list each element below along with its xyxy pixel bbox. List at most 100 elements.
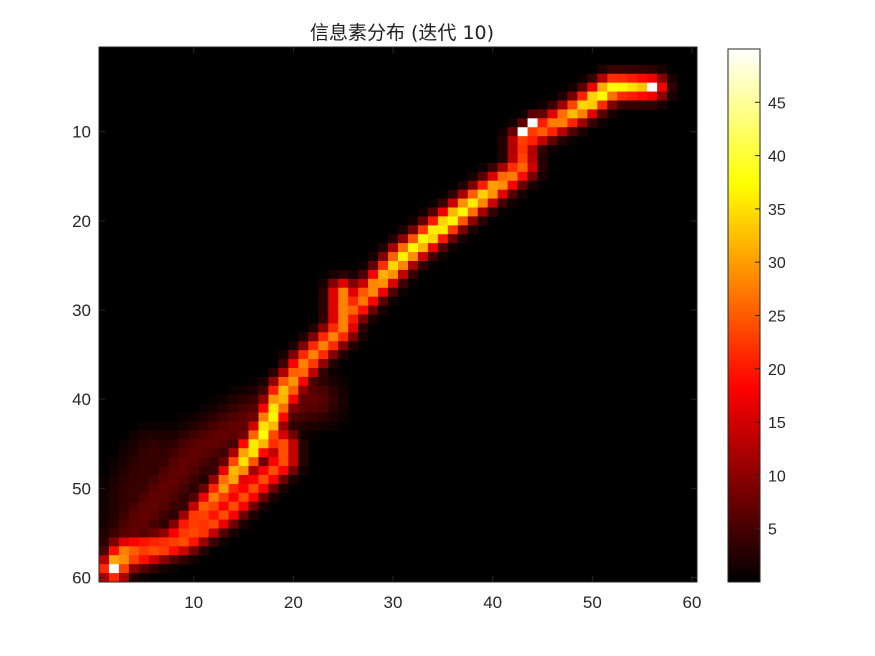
heatmap-cell [557,91,568,101]
heatmap-cell [138,573,150,583]
heatmap-cell [338,412,349,422]
heatmap-cell [398,252,409,262]
x-axis: 10 20 30 40 50 60 [184,47,701,612]
heatmap-cell [278,350,289,360]
heatmap-cell [168,564,180,574]
heatmap-cell [148,439,160,449]
heatmap-cell [228,457,239,467]
heatmap-cell [308,385,319,396]
heatmap-cell [597,82,608,92]
heatmap-cell [218,448,229,458]
heatmap-cell [547,118,558,128]
heatmap-cell [228,448,239,458]
heatmap-cell [238,412,249,422]
heatmap-cell [148,510,160,520]
heatmap-cell [238,457,249,467]
heatmap-cell [138,555,150,565]
heatmap-cell [248,376,259,387]
heatmap-cell [338,385,349,396]
heatmap-cell [378,278,389,289]
heatmap-cell [128,564,140,574]
heatmap-cell [447,198,459,208]
heatmap-cell [597,109,608,119]
heatmap-cell [238,448,249,458]
heatmap-cell [258,501,269,512]
heatmap-cell [288,385,299,396]
heatmap-cell [597,73,608,84]
heatmap-cell [248,394,259,405]
heatmap-cell [328,376,339,387]
heatmap-cell [417,207,429,217]
heatmap-cell [238,403,249,413]
heatmap-cell [228,439,239,449]
heatmap-cell [298,394,309,405]
heatmap-cell [288,475,299,485]
heatmap-cell [497,127,509,137]
heatmap-cell [228,510,239,520]
heatmap-cell [318,385,329,396]
heatmap-cell [168,457,180,467]
heatmap-cell [99,537,110,547]
heatmap-cell [288,421,299,431]
heatmap-cell [308,323,319,333]
heatmap-cell [328,421,339,431]
heatmap-cell [278,403,289,413]
heatmap-cell [178,457,190,467]
heatmap-cell [118,555,130,565]
heatmap-cell [497,171,509,182]
heatmap-cell [118,528,130,538]
heatmap-cell [168,421,180,431]
heatmap-cell [417,252,429,262]
heatmap-cell [198,403,210,413]
heatmap-cell [507,154,518,164]
heatmap-cell [318,305,329,315]
heatmap-cell [447,216,459,226]
heatmap-cell [218,466,229,476]
heatmap-cell [358,261,369,271]
heatmap-cell [178,528,190,538]
heatmap-cell [248,475,259,485]
heatmap-cell [407,216,419,226]
heatmap-cell [118,546,130,556]
heatmap-cell [188,475,200,485]
heatmap-cell [368,287,379,298]
heatmap-cell [348,269,359,280]
heatmap-cell [318,403,329,413]
heatmap-cell [258,430,269,440]
colorbar-tick-label: 10 [768,468,786,485]
heatmap-cell [537,171,548,182]
colorbar-tick-label: 15 [768,415,786,432]
colorbar-tick-label: 40 [768,149,786,166]
heatmap-cell [308,403,319,413]
heatmap-cell [188,430,200,440]
heatmap-cell [218,412,229,422]
heatmap-cell [228,501,239,512]
heatmap-cell [148,475,160,485]
heatmap-cell [447,207,459,217]
x-tick-label: 60 [683,593,702,612]
heatmap-cell [627,73,638,84]
heatmap-cell [278,359,289,369]
heatmap-cell [158,475,170,485]
heatmap-cell [388,243,399,253]
heatmap-cell [208,412,219,422]
heatmap-cell [128,528,140,538]
heatmap-cell [647,91,658,101]
heatmap-cell [447,234,459,244]
heatmap-cell [657,64,668,75]
heatmap-cell [258,492,269,503]
y-tick-label: 40 [72,390,91,409]
heatmap-cell [99,546,110,556]
heatmap-cell [358,269,369,280]
heatmap-cell [298,332,309,342]
heatmap-cell [288,403,299,413]
heatmap-cell [99,519,110,529]
heatmap-cell [158,564,170,574]
heatmap-cell [338,394,349,405]
heatmap-cell [99,475,110,485]
heatmap-cell [577,91,588,101]
heatmap-cell [218,439,229,449]
heatmap-cell [138,439,150,449]
heatmap-cell [388,278,399,289]
chart-title: 信息素分布 (迭代 10) [310,22,494,44]
